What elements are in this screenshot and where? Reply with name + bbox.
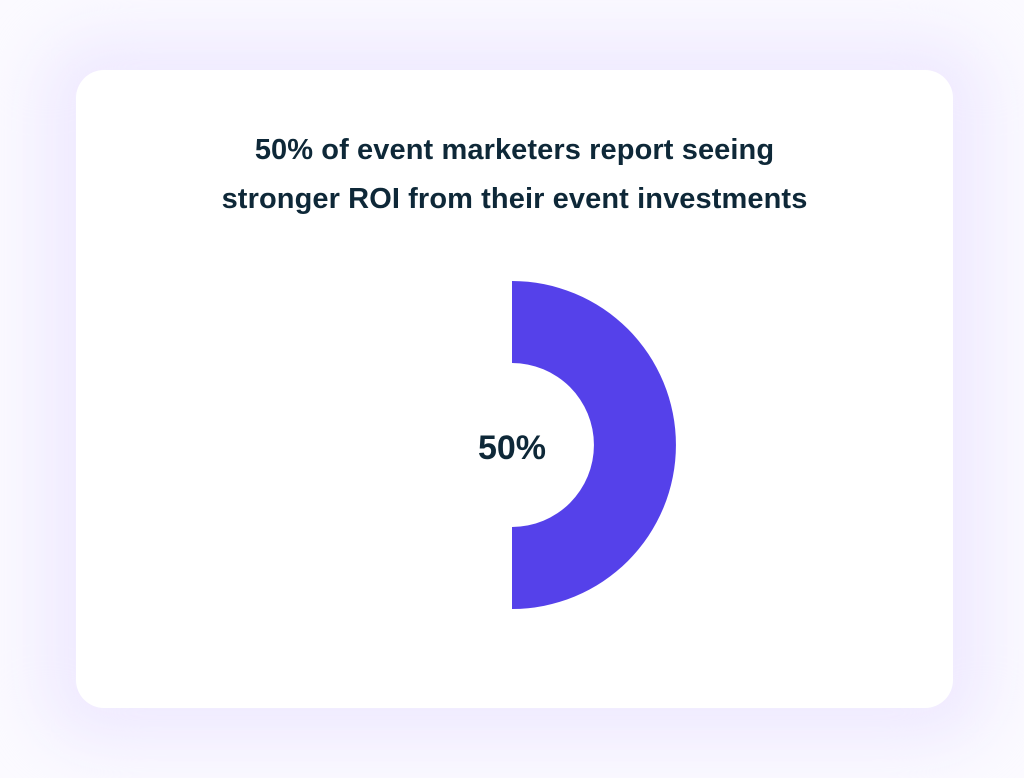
- donut-slice-2: [348, 281, 512, 609]
- center-label: 50%: [478, 429, 546, 467]
- chart-title: 50% of event marketers report seeing str…: [76, 126, 953, 224]
- chart-title-line-1: 50% of event marketers report seeing: [254, 134, 775, 166]
- donut-slice-1: [512, 281, 676, 609]
- chart-title-line-2: stronger ROI from their event investment…: [221, 183, 808, 215]
- chart-card: 50% of event marketers report seeing str…: [76, 70, 953, 708]
